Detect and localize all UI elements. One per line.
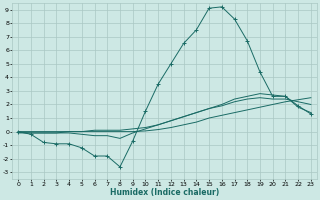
X-axis label: Humidex (Indice chaleur): Humidex (Indice chaleur) bbox=[110, 188, 219, 197]
